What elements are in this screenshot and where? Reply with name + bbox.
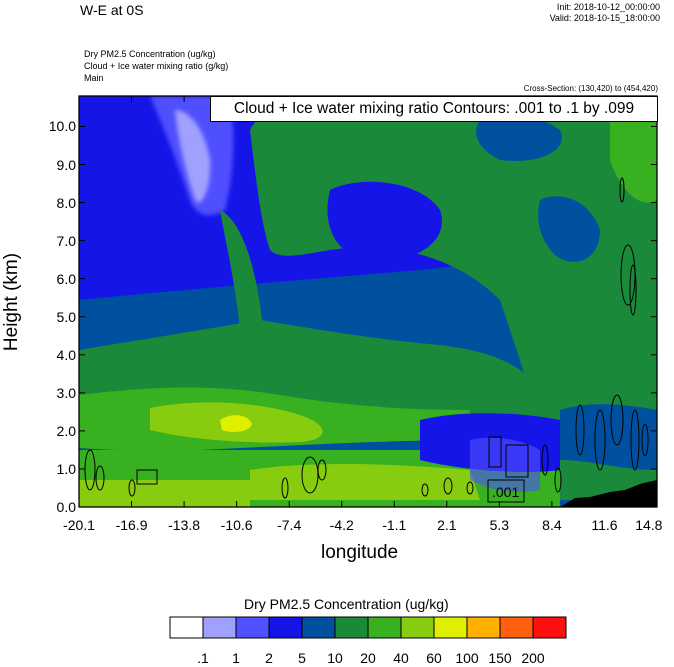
cross-section-label: Cross-Section: (130,420) to (454,420) xyxy=(523,84,658,93)
y-tick-label: 0.0 xyxy=(56,499,76,515)
colorbar-box xyxy=(433,616,468,639)
colorbar-box xyxy=(202,616,237,639)
y-tick-label: 5.0 xyxy=(56,308,76,325)
x-tick-label: -16.9 xyxy=(115,517,148,533)
init-time: Init: 2018-10-12_00:00:00 xyxy=(556,2,660,12)
x-axis-label: longitude xyxy=(321,542,399,563)
x-tick-label: -10.6 xyxy=(220,517,253,533)
colorbar-label: 10 xyxy=(327,650,343,666)
field-title-pm25: Dry PM2.5 Concentration (ug/kg) xyxy=(84,49,216,59)
colorbar-box xyxy=(400,616,435,639)
x-tick-label: -4.2 xyxy=(329,517,354,533)
colorbar-box xyxy=(532,616,567,639)
colorbar-box xyxy=(268,616,303,639)
x-tick-label: -20.1 xyxy=(63,517,95,533)
colorbar-label: .1 xyxy=(197,650,209,666)
pm25-shaded-field xyxy=(79,96,657,507)
colorbar-label: 150 xyxy=(488,650,512,666)
y-tick-label: 1.0 xyxy=(56,460,76,477)
colorbar-box xyxy=(367,616,402,639)
y-tick-label: 6.0 xyxy=(56,270,76,287)
y-tick-label: 9.0 xyxy=(56,156,76,173)
y-tick-label: 7.0 xyxy=(56,232,76,249)
x-tick-label: -7.4 xyxy=(277,517,302,533)
x-tick-label: 8.4 xyxy=(542,517,562,533)
contour-info-banner: Cloud + Ice water mixing ratio Contours:… xyxy=(210,96,658,122)
colorbar-label: 1 xyxy=(232,650,240,666)
colorbar-label: 2 xyxy=(265,650,273,666)
x-tick-label: -13.8 xyxy=(168,517,201,533)
colorbar-label: 40 xyxy=(393,650,409,666)
colorbar-title: Dry PM2.5 Concentration (ug/kg) xyxy=(244,596,449,612)
colorbar-label: 100 xyxy=(455,650,479,666)
field-title-main: Main xyxy=(84,73,104,83)
x-tick-label: 11.6 xyxy=(591,517,618,533)
x-tick-label: 14.8 xyxy=(635,517,663,533)
colorbar-box xyxy=(235,616,270,639)
colorbar-label: 60 xyxy=(426,650,442,666)
y-tick-label: 4.0 xyxy=(56,346,76,363)
y-tick-label: 2.0 xyxy=(56,422,76,439)
colorbar-label: 200 xyxy=(521,650,545,666)
colorbar-box xyxy=(466,616,501,639)
y-tick-label: 10.0 xyxy=(48,118,76,135)
cloud-contours xyxy=(84,177,649,503)
plot-title: W-E at 0S xyxy=(80,2,144,18)
colorbar-label: 5 xyxy=(298,650,306,666)
x-tick-label: 5.3 xyxy=(489,517,510,533)
colorbar-label: 20 xyxy=(360,650,376,666)
colorbar-box xyxy=(499,616,534,639)
axis-ticks xyxy=(78,96,658,508)
valid-time: Valid: 2018-10-15_18:00:00 xyxy=(549,13,660,23)
y-axis-label: Height (km) xyxy=(1,252,22,352)
field-title-cloud: Cloud + Ice water mixing ratio (g/kg) xyxy=(84,61,229,71)
colorbar xyxy=(169,616,567,639)
colorbar-box xyxy=(301,616,336,639)
y-tick-label: 3.0 xyxy=(56,384,76,401)
colorbar-box xyxy=(169,616,204,639)
x-tick-label: 2.1 xyxy=(437,517,457,533)
contour-label: .001 xyxy=(492,484,520,500)
colorbar-box xyxy=(334,616,369,639)
x-tick-label: -1.1 xyxy=(382,517,407,533)
y-tick-label: 8.0 xyxy=(56,194,76,211)
